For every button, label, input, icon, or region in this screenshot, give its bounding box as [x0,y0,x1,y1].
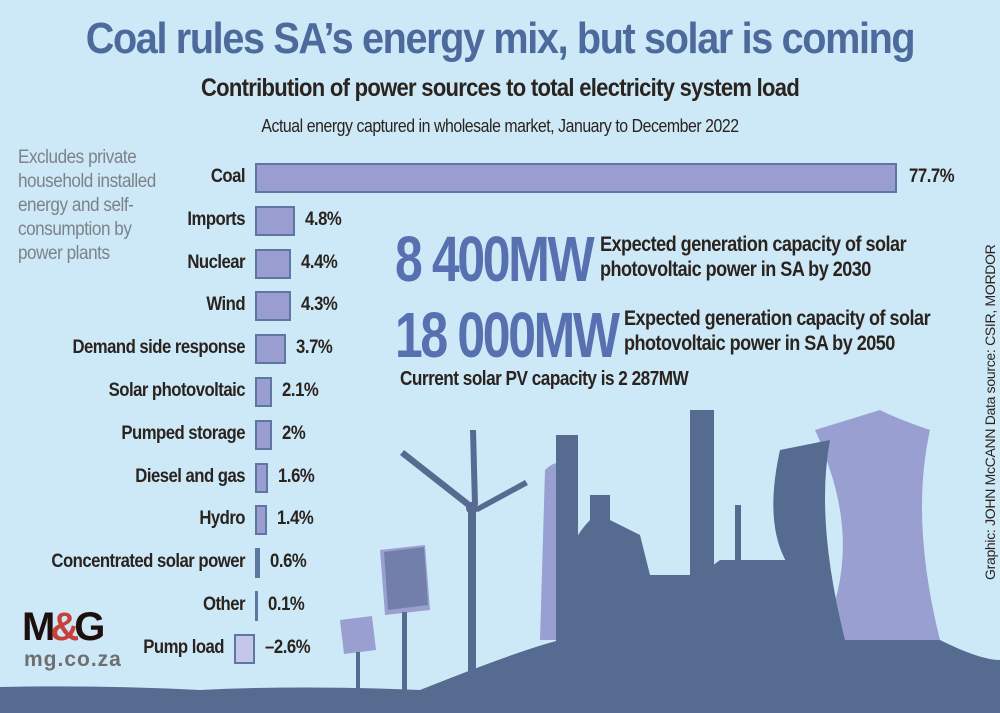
value-label: 4.4% [301,251,338,273]
chart-title: Coal rules SA’s energy mix, but solar is… [85,14,916,63]
value-label: 0.6% [269,551,307,573]
category-label: Imports [187,208,245,230]
stat-2050-text: Expected generation capacity of solar ph… [624,307,931,355]
mg-logo: M&G [22,605,105,649]
value-label: –2.6% [265,636,311,658]
stat-2030-value: 8 400MW [395,223,595,295]
category-label: Wind [206,294,245,316]
stat-2050-value: 18 000MW [395,299,620,371]
value-label: 0.1% [268,594,305,615]
bar-diesel-and-gas [255,462,269,493]
bar-pumped-storage [255,419,272,450]
category-label: Other [203,594,245,615]
bar-nuclear [255,248,292,279]
category-label: Pump load [142,636,224,658]
value-label: 2.1% [282,380,319,401]
chart-subtitle: Contribution of power sources to total e… [200,74,800,102]
category-label: Concentrated solar power [51,551,245,573]
value-label: 1.6% [278,465,315,487]
bar-solar-photovoltaic [255,377,273,407]
bar-wind [255,291,291,322]
credit-line: Graphic: JOHN McCANN Data source: CSIR, … [982,244,998,580]
category-label: Solar photovoltaic [108,380,246,401]
value-label: 1.4% [276,508,314,530]
category-label: Nuclear [187,251,245,273]
bar-concentrated-solar-power [255,548,260,579]
category-label: Pumped storage [121,422,245,444]
bar-imports [255,205,295,236]
footnote-exclusions: Excludes private household installed ene… [18,147,156,264]
bar-other [255,591,258,621]
current-capacity-note: Current solar PV capacity is 2 287MW [400,368,689,390]
bar-pump-load [233,633,255,664]
bar-hydro [255,505,267,536]
category-label: Demand side response [72,337,246,359]
value-label: 4.8% [304,208,342,230]
chart-description: Actual energy captured in wholesale mark… [261,116,739,136]
category-label: Diesel and gas [135,465,245,487]
category-label: Hydro [199,508,245,530]
value-label: 77.7% [908,166,955,187]
stat-2030-text: Expected generation capacity of solar ph… [600,233,907,281]
value-label: 3.7% [295,337,333,359]
bar-demand-side-response [255,334,286,365]
value-label: 4.3% [300,294,338,316]
site-url: mg.co.za [24,648,122,671]
value-label: 2% [281,422,306,444]
category-label: Coal [210,166,246,187]
bar-coal [255,163,897,193]
